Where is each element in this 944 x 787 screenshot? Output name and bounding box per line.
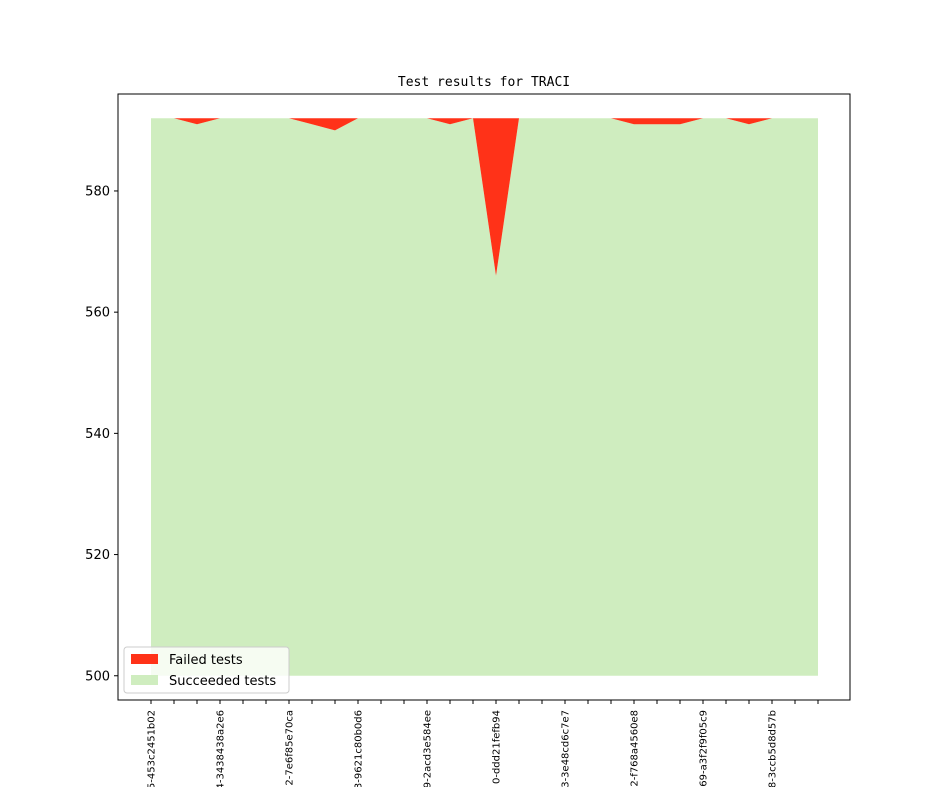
x-tick-label: 3-3e48cd6c7e7 — [561, 710, 572, 787]
legend-swatch-succeeded — [131, 675, 158, 685]
y-tick-label: 580 — [85, 184, 110, 199]
succeeded-area — [151, 118, 818, 676]
x-tick-label: 5-453c2451b02 — [147, 710, 158, 787]
axes-frame — [117, 93, 851, 701]
x-tick-label: 3-9621c80b0d6 — [354, 710, 365, 787]
failed-area — [151, 118, 818, 276]
x-tick-label: 0-ddd21fefb94 — [492, 710, 503, 784]
x-tick-label: 2-7e6f85e70ca — [285, 710, 296, 786]
y-tick-label: 540 — [85, 427, 110, 442]
plot-area — [151, 118, 818, 676]
legend-label-succeeded: Succeeded tests — [169, 674, 276, 689]
y-tick-label: 520 — [85, 548, 110, 563]
x-tick-label: 8-3ccb5d8d57b — [768, 710, 779, 787]
legend-swatch-failed — [131, 654, 158, 664]
legend-label-failed: Failed tests — [169, 653, 243, 668]
y-tick-label: 560 — [85, 306, 110, 321]
x-tick-label: 4-3438438a2e6 — [216, 710, 227, 787]
y-tick-label: 500 — [85, 669, 110, 684]
x-tick-label: 2-f768a4560e8 — [630, 710, 641, 787]
x-tick-label: 69-a3f2f9f05c9 — [699, 710, 710, 787]
x-tick-label: 9-2acd3e584ee — [423, 710, 434, 787]
legend-box — [123, 646, 290, 694]
legend: Failed tests Succeeded tests — [123, 646, 290, 694]
chart-title: Test results for TRACI — [398, 75, 570, 90]
